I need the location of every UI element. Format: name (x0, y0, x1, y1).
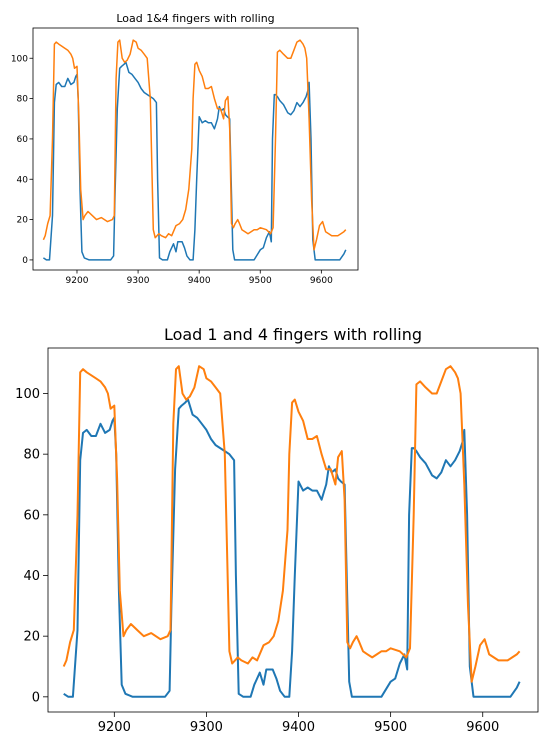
y-tick-label: 60 (23, 508, 40, 523)
x-tick-label: 9400 (282, 720, 315, 735)
series-line-0 (42, 61, 347, 261)
y-tick-label: 0 (32, 690, 40, 705)
series-line-1 (62, 365, 521, 683)
x-tick-label: 9200 (98, 720, 131, 735)
x-tick-label: 9300 (190, 720, 223, 735)
y-tick-label: 80 (23, 448, 40, 463)
plot-frame (32, 27, 359, 271)
y-tick-label: 40 (23, 569, 40, 584)
y-tick-label: 40 (17, 175, 29, 185)
series-line-1 (42, 39, 347, 251)
plot-frame (47, 347, 539, 713)
y-tick-label: 100 (11, 54, 28, 64)
y-tick-label: 60 (17, 135, 29, 145)
x-tick-label: 9500 (249, 276, 272, 286)
x-tick-label: 9400 (188, 276, 211, 286)
y-tick-label: 20 (17, 216, 29, 226)
x-tick-label: 9300 (127, 276, 150, 286)
x-tick-label: 9600 (310, 276, 333, 286)
y-tick-label: 0 (22, 256, 28, 266)
y-tick-label: 80 (17, 95, 29, 105)
series-line-0 (63, 398, 521, 698)
y-tick-label: 100 (15, 387, 40, 402)
chart-title: Load 1 and 4 fingers with rolling (164, 325, 422, 344)
y-tick-label: 20 (23, 630, 40, 645)
chart-title: Load 1&4 fingers with rolling (116, 12, 274, 25)
x-tick-label: 9500 (374, 720, 407, 735)
x-tick-label: 9600 (466, 720, 499, 735)
x-tick-label: 9200 (66, 276, 89, 286)
